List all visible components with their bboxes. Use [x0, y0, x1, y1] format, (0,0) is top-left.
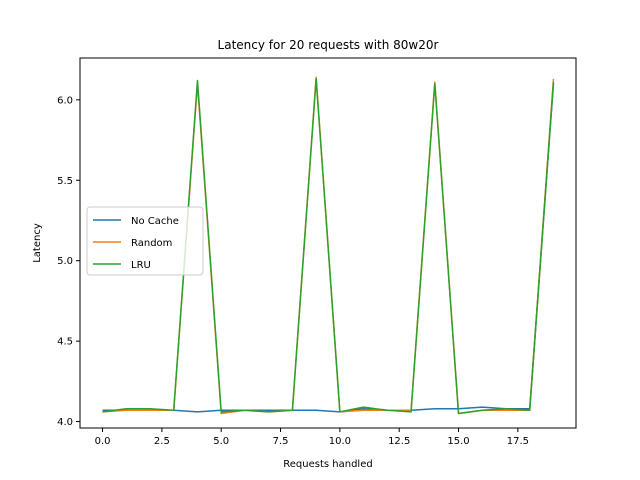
- series-line-lru: [102, 78, 555, 415]
- x-tick-label: 12.5: [388, 436, 410, 447]
- plot-frame: [79, 57, 577, 429]
- y-tick-label: 6.0: [57, 95, 73, 106]
- y-axis-ticks: 4.0 4.5 5.0 5.5 6.0: [57, 95, 80, 428]
- x-axis-ticks: 0.0 2.5 5.0 7.5 10.0 12.5 15.0 17.5: [95, 428, 529, 447]
- x-tick-label: 7.5: [273, 436, 289, 447]
- y-axis-label: Latency: [32, 223, 43, 263]
- y-tick-label: 4.5: [57, 337, 73, 348]
- chart-title: Latency for 20 requests with 80w20r: [218, 38, 439, 52]
- x-tick-label: 0.0: [95, 436, 111, 447]
- legend-label-random: Random: [131, 238, 172, 249]
- y-tick-label: 4.0: [57, 417, 73, 428]
- x-tick-label: 10.0: [329, 436, 351, 447]
- series-line-no-cache: [102, 83, 555, 413]
- x-tick-label: 2.5: [154, 436, 170, 447]
- x-axis-label: Requests handled: [283, 459, 372, 470]
- y-tick-label: 5.5: [57, 176, 73, 187]
- x-tick-label: 15.0: [447, 436, 469, 447]
- x-tick-label: 5.0: [213, 436, 229, 447]
- legend-label-lru: LRU: [131, 260, 151, 271]
- legend-box: [86, 206, 204, 276]
- legend-label-no-cache: No Cache: [131, 216, 179, 227]
- x-tick-label: 17.5: [507, 436, 529, 447]
- series-lines: [102, 76, 555, 415]
- legend: No Cache Random LRU: [86, 206, 204, 276]
- y-tick-label: 5.0: [57, 256, 73, 267]
